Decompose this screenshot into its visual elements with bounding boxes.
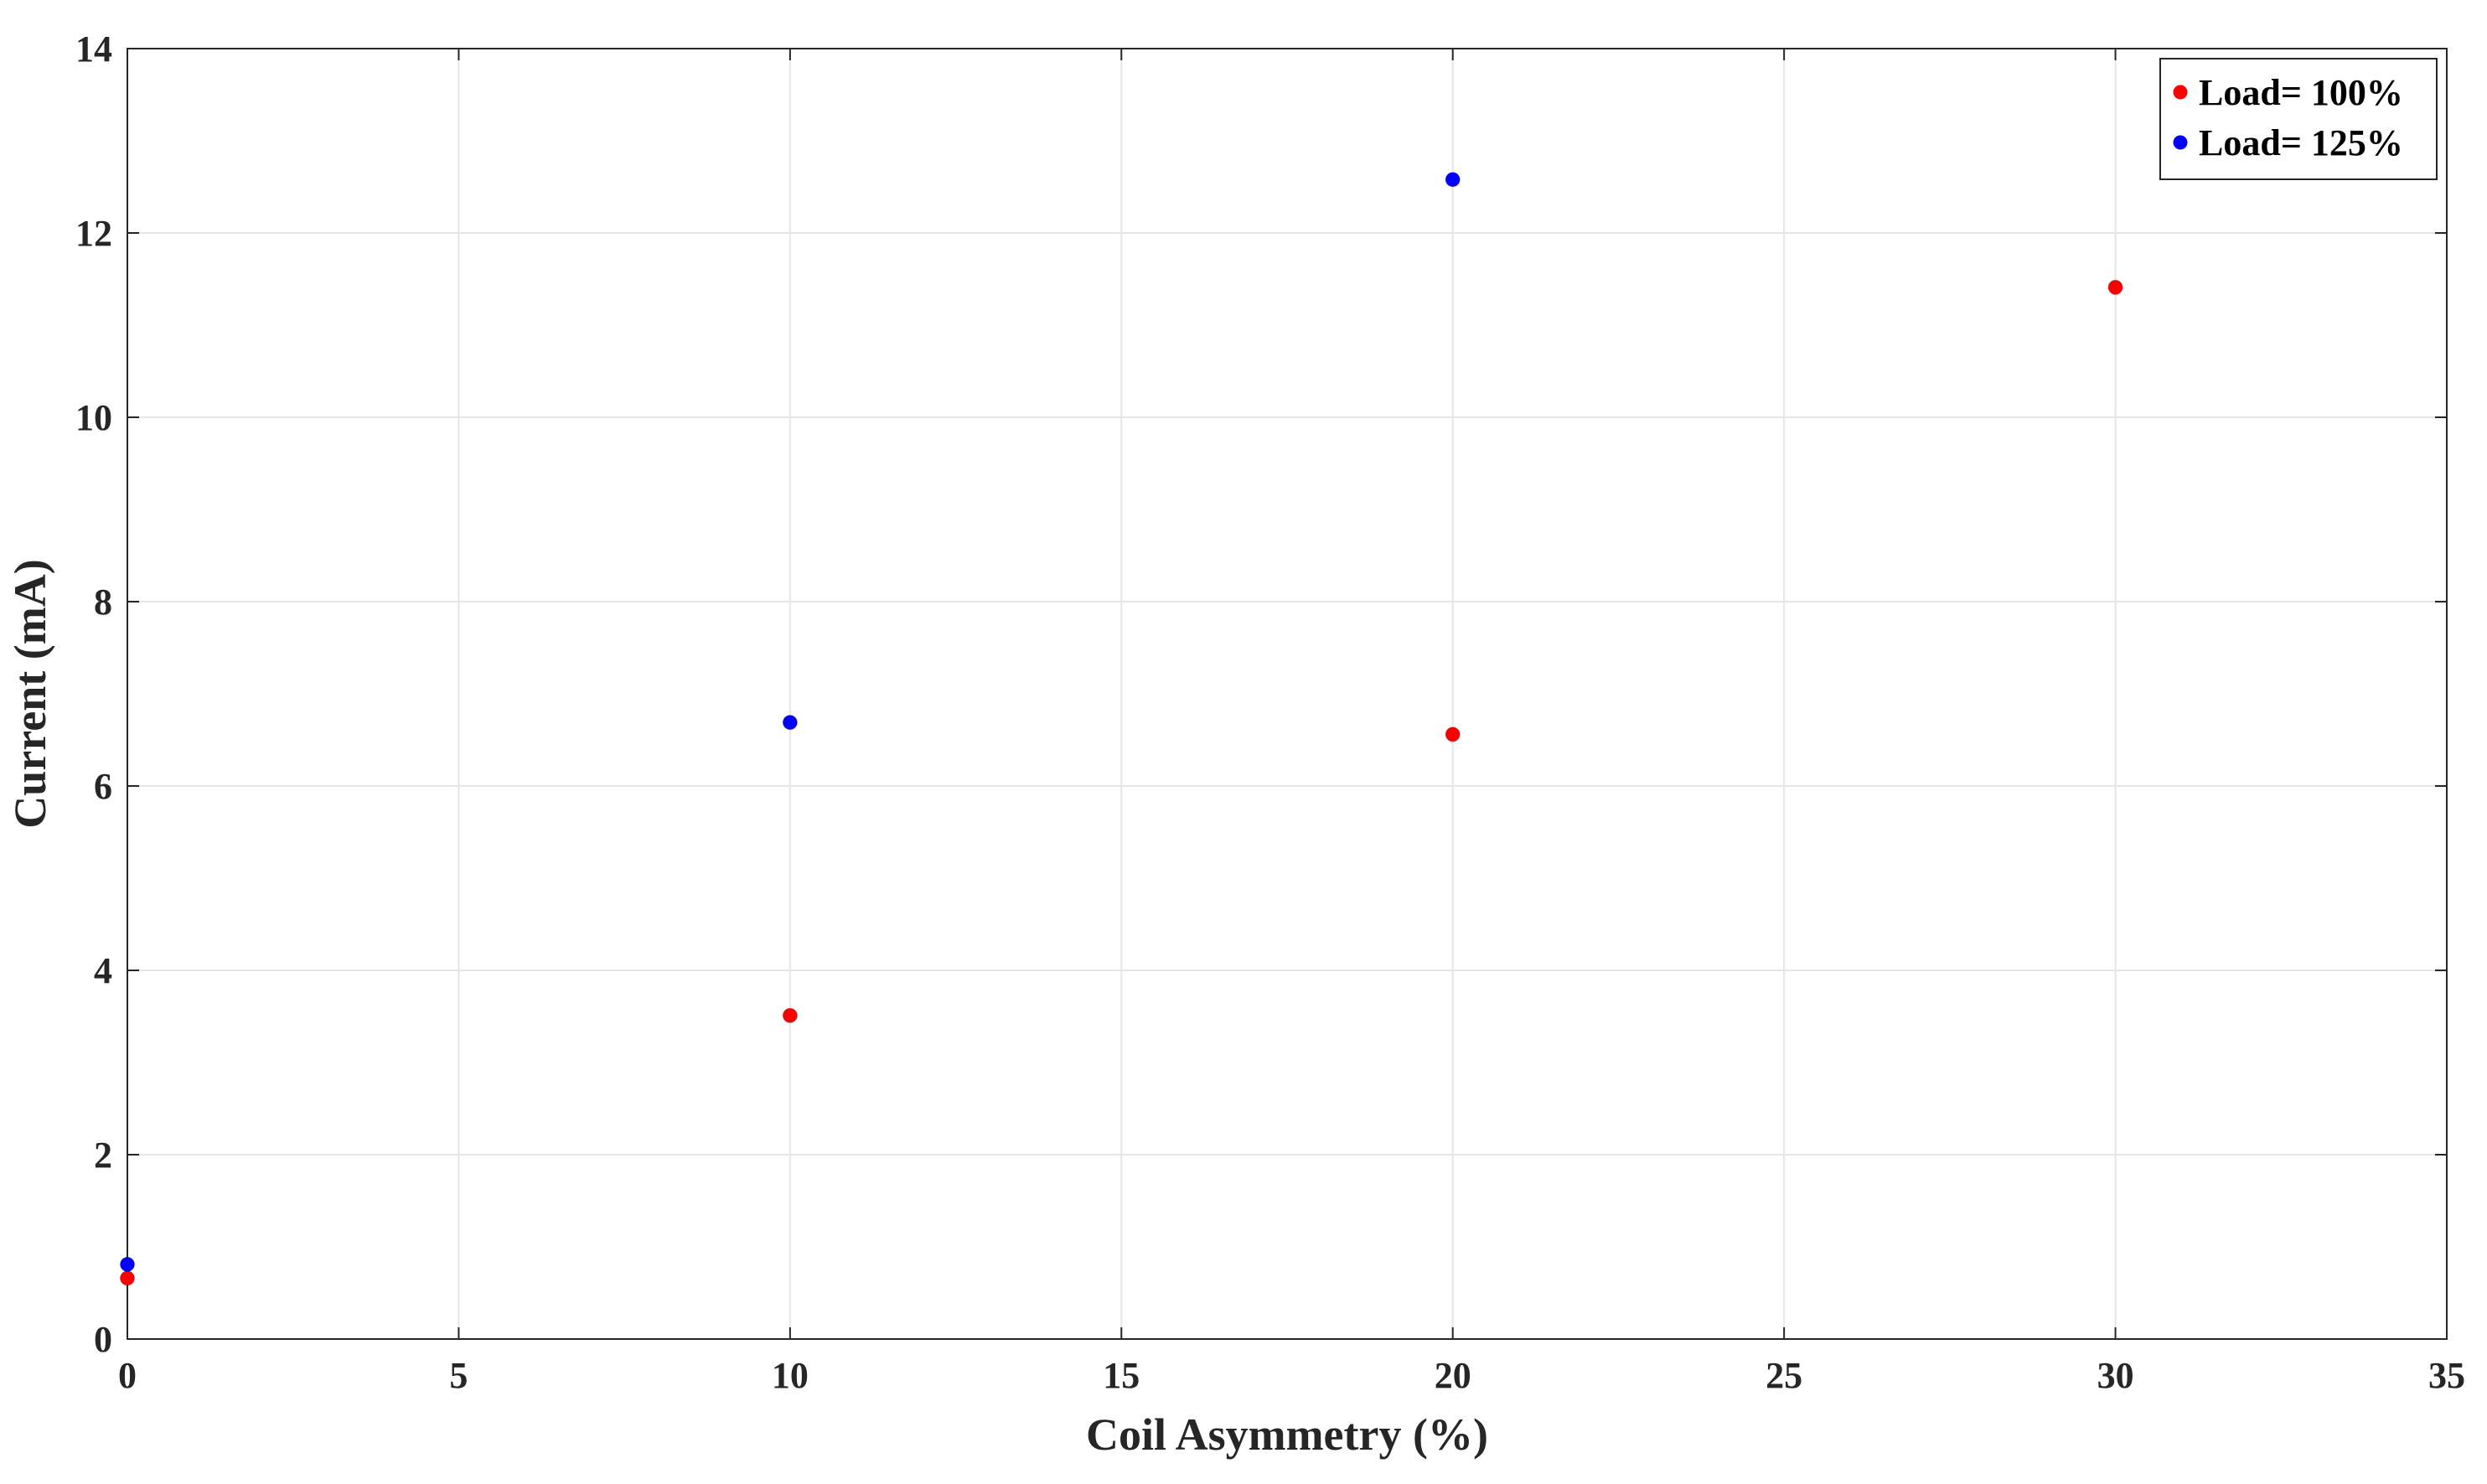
x-tick-label: 0 (118, 1355, 137, 1396)
x-tick-label: 15 (1103, 1355, 1140, 1396)
axes-box (127, 48, 2448, 1340)
legend-label: Load= 100% (2199, 72, 2403, 113)
x-tick-label: 35 (2428, 1355, 2465, 1396)
y-tick-label: 14 (75, 28, 112, 70)
data-point-series-2 (782, 715, 798, 731)
y-tick-label: 12 (75, 213, 112, 254)
y-tick-label: 0 (94, 1319, 112, 1360)
y-tick-label: 2 (94, 1135, 112, 1176)
data-point-series-2 (120, 1256, 135, 1272)
y-tick-label: 6 (94, 766, 112, 807)
x-tick-label: 10 (772, 1355, 809, 1396)
x-tick-label: 5 (449, 1355, 468, 1396)
data-point-series-2 (1445, 172, 1461, 188)
x-tick-label: 20 (1435, 1355, 1471, 1396)
y-tick-label: 8 (94, 582, 112, 623)
legend-label: Load= 125% (2199, 122, 2403, 163)
x-axis-label: Coil Asymmetry (%) (1086, 1409, 1488, 1460)
legend-marker (2173, 85, 2188, 100)
legend-marker (2173, 135, 2188, 150)
data-points (120, 172, 2123, 1286)
x-tick-label: 30 (2097, 1355, 2134, 1396)
y-tick-label: 4 (94, 950, 112, 991)
y-axis-label: Current (mA) (5, 559, 55, 828)
data-point-series-1 (120, 1270, 135, 1286)
legend-box (2159, 58, 2438, 180)
x-tick-label: 25 (1766, 1355, 1802, 1396)
grid-lines (127, 48, 2448, 1340)
legend: Load= 100% Load= 125% (2159, 58, 2438, 180)
data-point-series-1 (2107, 279, 2123, 295)
y-tick-label: 10 (75, 397, 112, 438)
axis-ticks: 0 5 10 15 20 25 30 35 0 2 4 6 8 10 12 14 (75, 28, 2465, 1396)
data-point-series-1 (1445, 726, 1461, 742)
data-point-series-1 (782, 1007, 798, 1023)
